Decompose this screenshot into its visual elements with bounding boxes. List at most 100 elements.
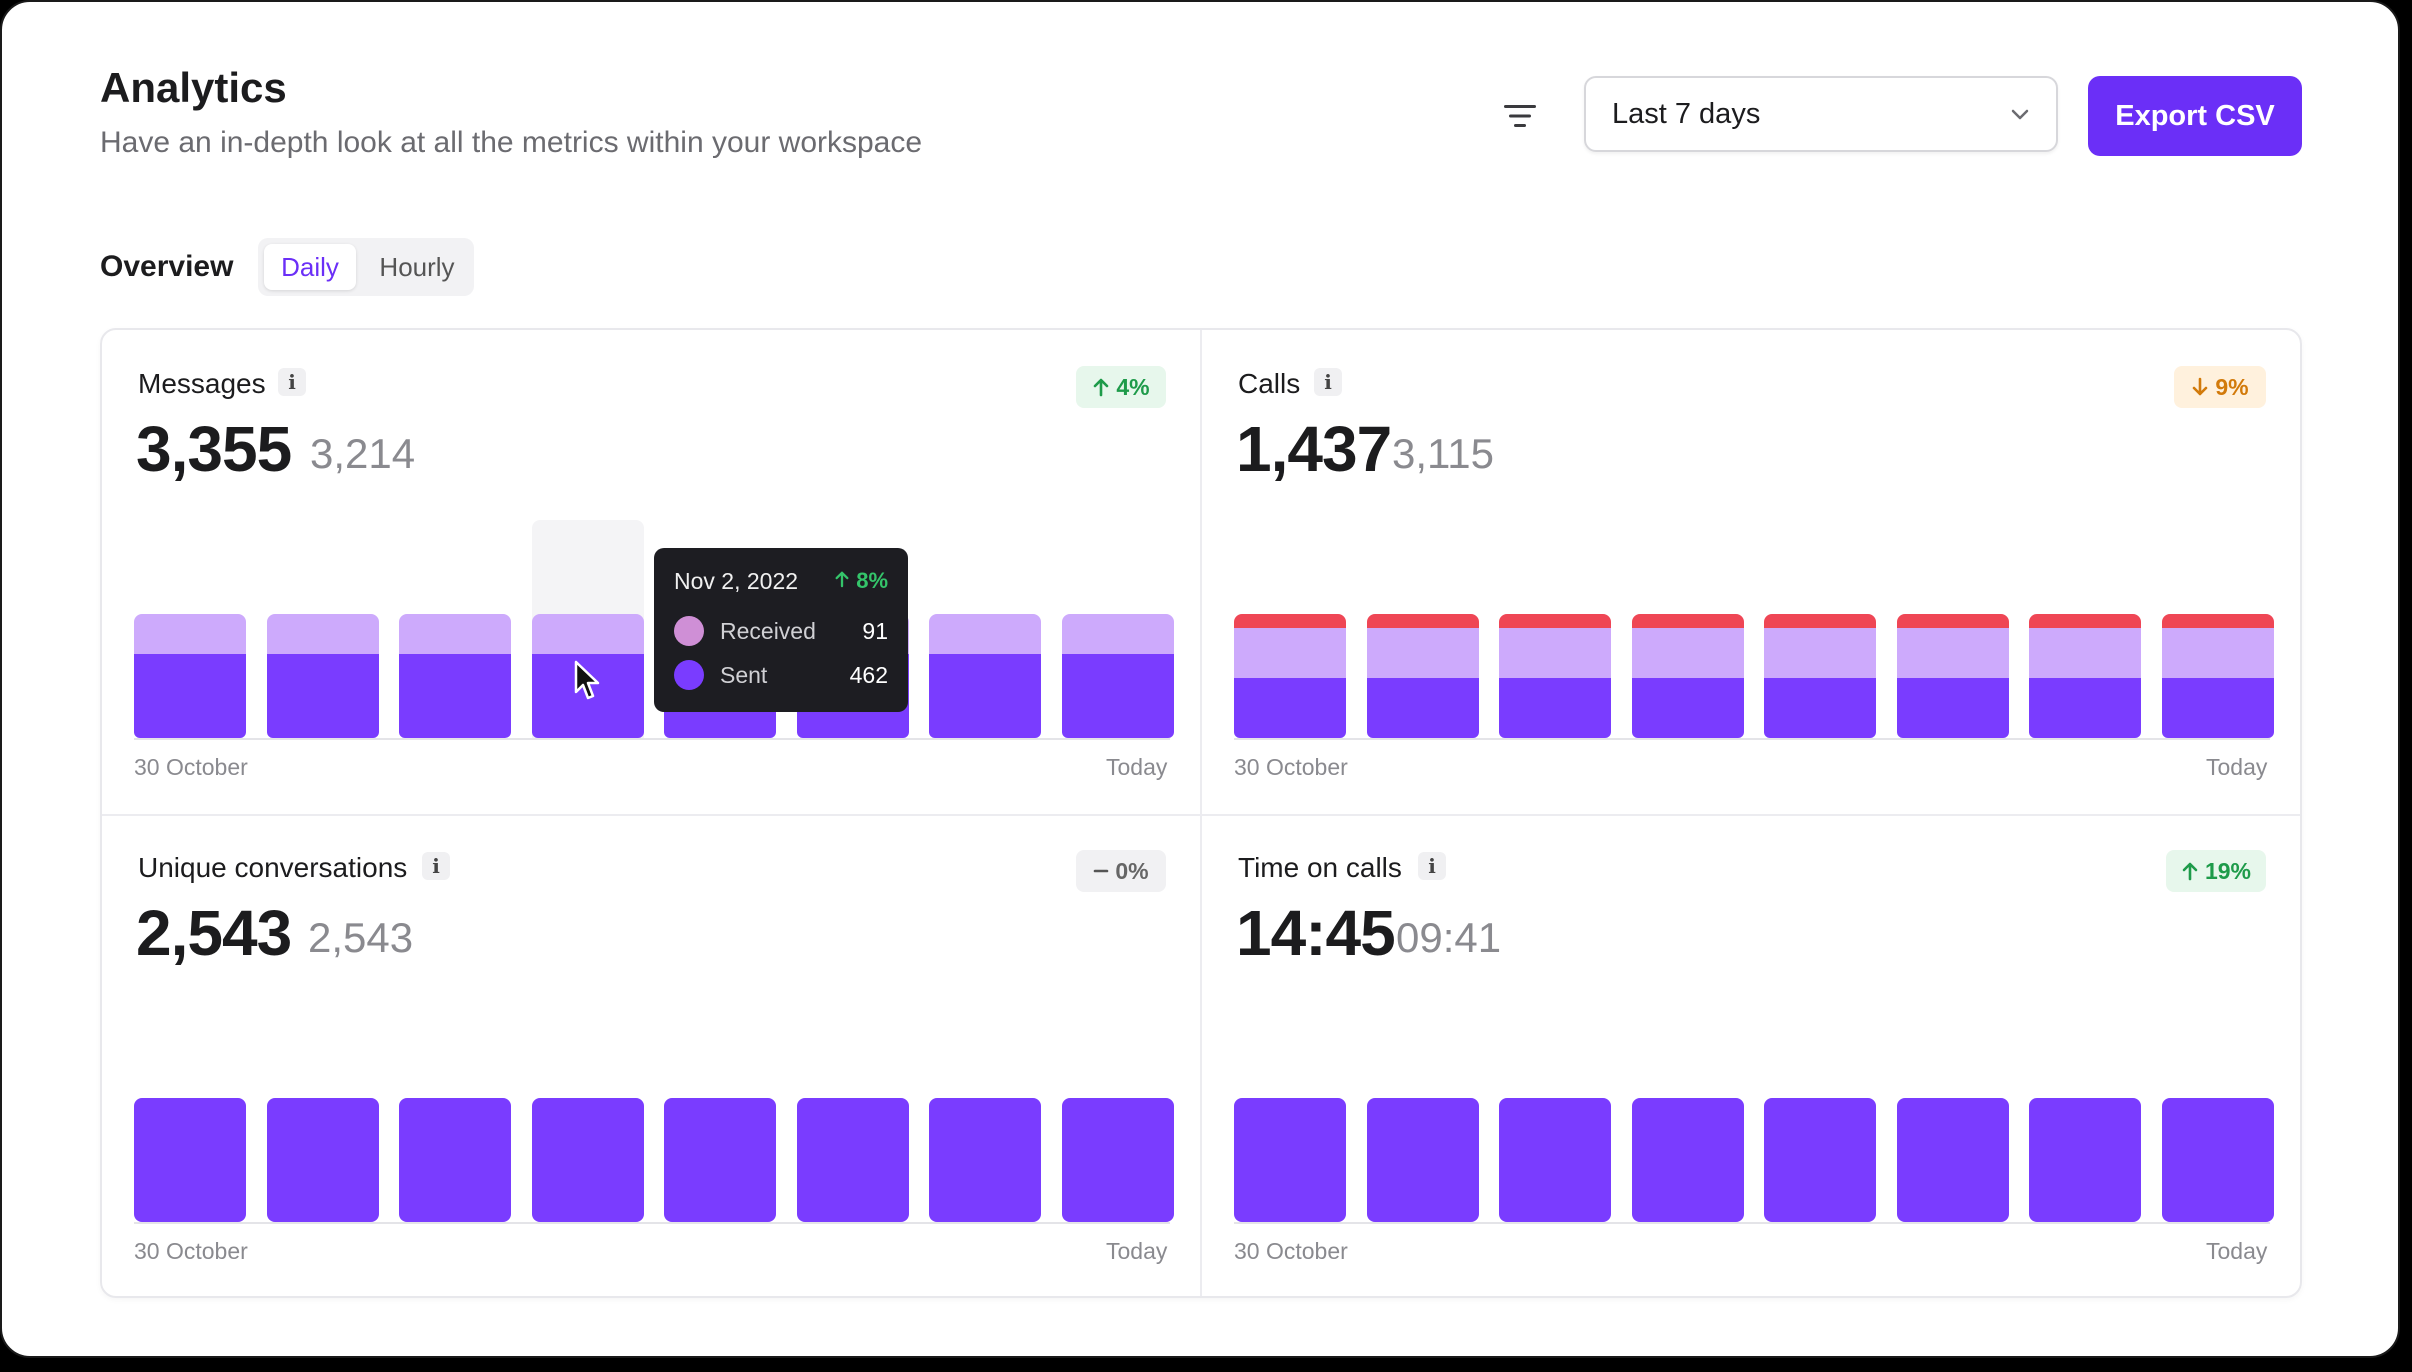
tooltip-sent-value: 462 [849, 662, 888, 688]
filter-icon [1504, 105, 1536, 127]
bar-received-segment[interactable] [1896, 628, 2009, 678]
bar-outgoing-segment[interactable] [1896, 678, 2009, 738]
axis-end-label: Today [2206, 754, 2268, 780]
bar-received-segment[interactable] [1764, 628, 1876, 678]
change-text: 4% [1116, 373, 1150, 400]
bar-outgoing-segment[interactable] [1499, 678, 1611, 738]
change-text: 19% [2204, 857, 2252, 884]
date-range-select[interactable]: Last 7 days [1584, 76, 2058, 152]
page-title: Analytics [100, 64, 287, 111]
chart-baseline [1234, 738, 2270, 740]
bar-received-segment[interactable] [929, 614, 1041, 654]
tab-daily[interactable]: Daily [264, 244, 356, 290]
info-icon[interactable]: i [1314, 368, 1342, 396]
axis-end-label: Today [1106, 754, 1168, 780]
axis-end-label: Today [2206, 1238, 2268, 1264]
sent-dot [674, 660, 704, 690]
info-icon[interactable]: i [422, 852, 450, 880]
change-badge-time-on-calls: 19% [2166, 850, 2266, 892]
bar[interactable] [664, 1098, 776, 1222]
bar-received-segment[interactable] [2029, 628, 2141, 678]
bar-sent-segment[interactable] [1061, 654, 1174, 738]
bar[interactable] [1234, 1098, 1346, 1222]
mouse-cursor-icon [574, 660, 600, 700]
bar-received-segment[interactable] [1234, 628, 1346, 678]
filter-button[interactable] [1496, 96, 1544, 136]
bar-received-segment[interactable] [134, 614, 246, 654]
bar[interactable] [531, 1098, 644, 1222]
bar[interactable] [399, 1098, 511, 1222]
change-badge-calls: 9% [2174, 366, 2266, 408]
bar-received-segment[interactable] [266, 614, 379, 654]
change-badge-messages: 4% [1076, 366, 1166, 408]
chart-baseline [134, 738, 1170, 740]
card-previous-messages: 3,214 [310, 430, 416, 477]
bar-missed-segment[interactable] [1896, 614, 2009, 628]
card-previous-calls: 3,115 [1392, 430, 1494, 477]
bar[interactable] [1764, 1098, 1876, 1222]
info-icon[interactable]: i [278, 368, 306, 396]
tooltip-change: 8% [834, 568, 888, 594]
arrow-up-icon [2182, 862, 2198, 881]
bar-missed-segment[interactable] [1764, 614, 1876, 628]
export-csv-button[interactable]: Export CSV [2088, 76, 2302, 156]
bar-missed-segment[interactable] [2161, 614, 2274, 628]
bar-missed-segment[interactable] [1234, 614, 1346, 628]
tooltip-received-label: Received [720, 618, 816, 644]
bar[interactable] [2161, 1098, 2274, 1222]
info-icon[interactable]: i [1418, 852, 1446, 880]
bar[interactable] [2029, 1098, 2141, 1222]
granularity-toggle: Daily Hourly [258, 238, 474, 296]
received-dot [674, 616, 704, 646]
bar-missed-segment[interactable] [1631, 614, 1744, 628]
bar-outgoing-segment[interactable] [2161, 678, 2274, 738]
overview-label: Overview [100, 250, 234, 283]
bar-missed-segment[interactable] [1366, 614, 1479, 628]
axis-start-label: 30 October [1234, 754, 1348, 780]
card-label-calls: Calls [1238, 368, 1301, 399]
tooltip-change-text: 8% [856, 568, 888, 593]
bar-received-segment[interactable] [1499, 628, 1611, 678]
arrow-down-icon [2193, 377, 2208, 396]
bar-outgoing-segment[interactable] [1366, 678, 1479, 738]
bar-sent-segment[interactable] [929, 654, 1041, 738]
bar-received-segment[interactable] [1366, 628, 1479, 678]
chevron-down-icon [2011, 109, 2029, 120]
bar-outgoing-segment[interactable] [1631, 678, 1744, 738]
bar-sent-segment[interactable] [399, 654, 511, 738]
bar[interactable] [266, 1098, 379, 1222]
bar[interactable] [796, 1098, 909, 1222]
bar[interactable] [929, 1098, 1041, 1222]
bar-received-segment[interactable] [1631, 628, 1744, 678]
card-value-time-on-calls: 14:45 [1236, 897, 1396, 969]
chart-baseline [1234, 1222, 2270, 1224]
bar[interactable] [1896, 1098, 2009, 1222]
card-previous-time-on-calls: 09:41 [1396, 914, 1502, 961]
bar-received-segment[interactable] [1061, 614, 1174, 654]
bar-received-segment[interactable] [531, 614, 644, 654]
bar[interactable] [1499, 1098, 1611, 1222]
bar-outgoing-segment[interactable] [1764, 678, 1876, 738]
bar-outgoing-segment[interactable] [2029, 678, 2141, 738]
tooltip-date: Nov 2, 2022 [674, 568, 799, 594]
card-value-messages: 3,355 [136, 413, 292, 485]
tooltip-received-value: 91 [862, 618, 888, 644]
bar-received-segment[interactable] [399, 614, 511, 654]
change-text: 9% [2215, 373, 2249, 400]
axis-start-label: 30 October [134, 1238, 248, 1264]
bar-sent-segment[interactable] [134, 654, 246, 738]
bar[interactable] [1631, 1098, 1744, 1222]
card-previous-unique-conversations: 2,543 [308, 914, 414, 961]
bar[interactable] [134, 1098, 246, 1222]
bar[interactable] [1061, 1098, 1174, 1222]
tooltip-sent-label: Sent [720, 662, 768, 688]
bar-missed-segment[interactable] [2029, 614, 2141, 628]
bar-received-segment[interactable] [2161, 628, 2274, 678]
grid-divider-horizontal [102, 814, 2300, 816]
tab-hourly[interactable]: Hourly [379, 251, 455, 282]
bar-outgoing-segment[interactable] [1234, 678, 1346, 738]
bar-missed-segment[interactable] [1499, 614, 1611, 628]
bar[interactable] [1366, 1098, 1479, 1222]
bar-sent-segment[interactable] [266, 654, 379, 738]
card-label-unique-conversations: Unique conversations [138, 852, 408, 883]
